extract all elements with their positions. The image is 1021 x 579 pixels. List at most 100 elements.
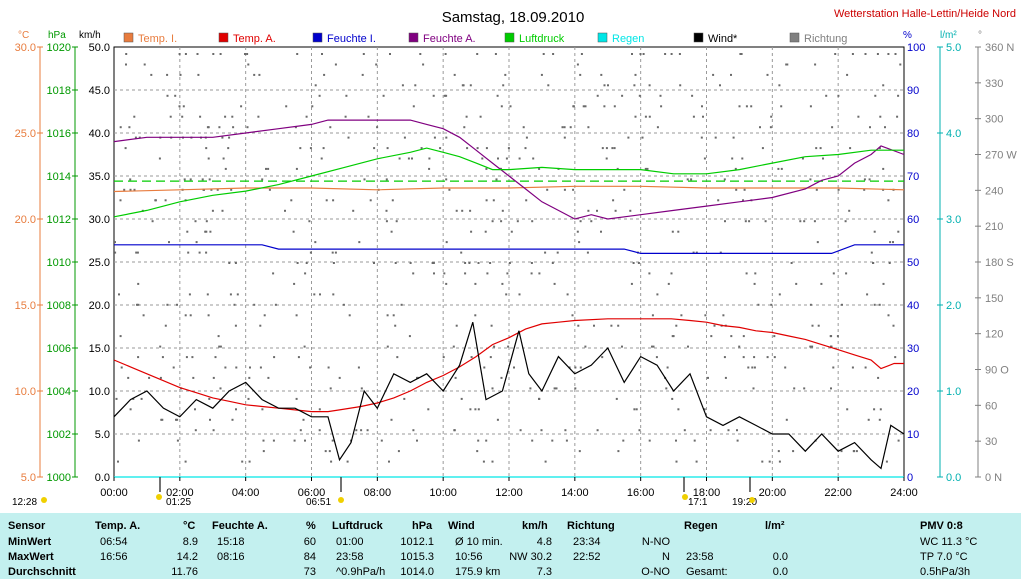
tick-pressure: 1002 — [47, 429, 71, 441]
direction-dot — [199, 115, 202, 118]
direction-dot — [496, 94, 499, 97]
direction-dot — [392, 314, 395, 317]
tick-humidity: 90 — [907, 85, 919, 97]
direction-dot — [412, 105, 415, 108]
direction-dot — [376, 126, 379, 129]
direction-dot — [398, 157, 401, 160]
direction-dot — [334, 251, 337, 254]
cell-rain-val: 0.0 — [772, 566, 788, 578]
tick-wind: 30.0 — [89, 214, 110, 226]
direction-dot — [138, 136, 141, 139]
direction-dot — [513, 366, 515, 369]
hdr-wind-unit: km/h — [522, 520, 548, 532]
legend: Temp. I. Temp. A. Feuchte I. Feuchte A. Luft… — [123, 32, 847, 45]
direction-dot — [320, 157, 323, 160]
direction-dot — [196, 53, 199, 55]
direction-dot — [686, 178, 689, 181]
direction-dot — [801, 157, 804, 160]
direction-dot — [670, 272, 673, 275]
direction-dot — [778, 84, 781, 87]
direction-dot — [184, 53, 187, 55]
direction-dot — [748, 220, 751, 223]
tick-wind: 35.0 — [89, 171, 110, 183]
direction-dot — [576, 230, 579, 233]
direction-dot — [476, 147, 479, 150]
direction-dot — [600, 230, 602, 233]
direction-dot — [507, 345, 510, 348]
direction-dot — [632, 262, 635, 264]
direction-dot — [194, 429, 197, 432]
cell-pmv: WC 11.3 °C — [920, 536, 978, 548]
direction-dot — [709, 429, 712, 432]
direction-dot — [246, 126, 249, 129]
hdr-sensor: Sensor — [8, 520, 46, 532]
direction-dot — [864, 53, 867, 55]
direction-dot — [338, 376, 341, 379]
direction-dot — [680, 314, 683, 317]
direction-dot — [352, 209, 355, 212]
direction-dot — [506, 272, 509, 275]
direction-dot — [877, 376, 880, 379]
direction-dot — [386, 314, 389, 317]
direction-dot — [234, 324, 237, 327]
direction-dot — [741, 157, 744, 160]
direction-dot — [114, 251, 117, 254]
direction-dot — [873, 408, 876, 411]
direction-dot — [231, 418, 234, 421]
direction-dot — [373, 147, 376, 150]
direction-dot — [571, 314, 574, 317]
x-tick-label: 06:00 — [298, 487, 326, 499]
direction-dot — [837, 94, 840, 97]
direction-dot — [397, 450, 400, 453]
direction-dot — [648, 115, 651, 118]
hdr-rain: Regen — [684, 520, 718, 532]
direction-dot — [201, 178, 204, 181]
direction-dot — [323, 73, 326, 76]
direction-dot — [357, 366, 360, 369]
tick-temp: 5.0 — [21, 472, 36, 484]
direction-dot — [132, 397, 135, 400]
tick-pressure: 1014 — [47, 171, 71, 183]
direction-dot — [416, 439, 418, 442]
cell-temp-val: 14.2 — [176, 551, 198, 563]
direction-dot — [561, 126, 564, 129]
direction-dot — [569, 126, 572, 129]
direction-dot — [431, 262, 434, 264]
direction-dot — [176, 439, 179, 442]
direction-dot — [675, 324, 678, 327]
direction-dot — [692, 115, 695, 118]
direction-dot — [428, 167, 431, 170]
chart-title: Samstag, 18.09.2010 — [442, 9, 585, 26]
direction-dot — [743, 188, 746, 191]
cell-wind-val: 4.8 — [536, 536, 552, 548]
direction-dot — [610, 324, 613, 327]
direction-dot — [691, 94, 694, 97]
x-tick-label: 02:00 — [166, 487, 194, 499]
tick-humidity: 30 — [907, 343, 919, 355]
direction-dot — [878, 147, 881, 150]
direction-dot — [580, 53, 583, 55]
direction-dot — [119, 199, 122, 202]
direction-dot — [412, 272, 415, 275]
direction-dot — [309, 251, 312, 254]
direction-dot — [761, 147, 764, 150]
direction-dot — [313, 293, 316, 296]
direction-dot — [489, 262, 492, 264]
direction-dot — [751, 366, 754, 369]
cell-rain-time: 23:58 — [686, 551, 714, 563]
direction-dot — [754, 272, 757, 275]
direction-dot — [373, 262, 375, 264]
cell-dir-val: N-NO — [641, 536, 670, 548]
direction-dot — [648, 272, 651, 275]
direction-dot — [394, 262, 397, 264]
direction-dot — [651, 314, 654, 317]
tick-humidity: 50 — [907, 257, 919, 269]
direction-dot — [869, 126, 871, 129]
direction-dot — [346, 460, 349, 463]
direction-dot — [390, 418, 393, 421]
direction-dot — [114, 241, 116, 244]
direction-dot — [249, 366, 251, 369]
direction-dot — [240, 105, 243, 108]
direction-dot — [695, 460, 698, 463]
direction-dot — [530, 272, 533, 275]
